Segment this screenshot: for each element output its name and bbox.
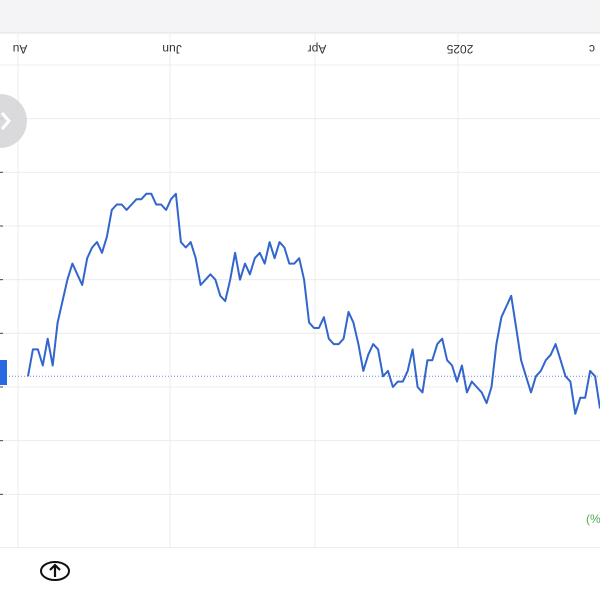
x-tick-label: 2025 — [446, 42, 473, 56]
nav-circle — [0, 94, 27, 148]
nav-arrow — [0, 112, 11, 130]
price-tag — [0, 360, 7, 385]
upload-arrow — [49, 563, 61, 577]
x-tick-label: Jun — [162, 42, 181, 56]
x-tick-label: c — [589, 42, 595, 56]
nav-button[interactable] — [0, 94, 27, 148]
price-line — [27, 192, 600, 415]
plot: Au Jun Apr 2025 c — [0, 33, 600, 548]
change-label: (% — [586, 512, 600, 526]
x-tick-label: Au — [13, 42, 28, 56]
toolbar — [0, 548, 600, 600]
upload-button[interactable] — [40, 561, 70, 581]
x-tick-label: Apr — [308, 42, 327, 56]
header-bar — [0, 0, 600, 33]
